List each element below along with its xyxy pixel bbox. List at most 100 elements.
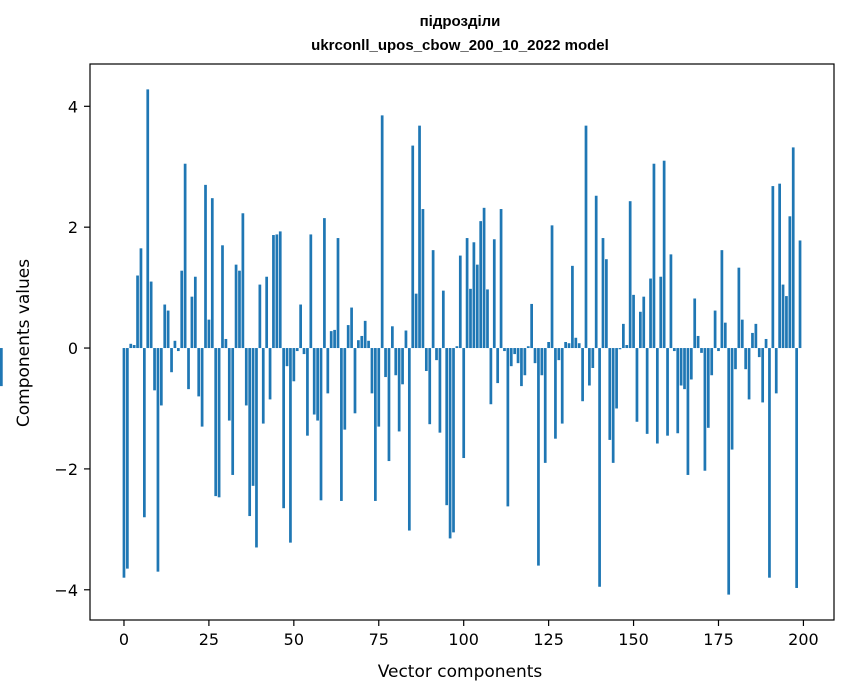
bar <box>241 213 245 349</box>
bar <box>227 348 231 421</box>
bar <box>193 276 197 349</box>
bar <box>340 348 343 501</box>
bar <box>360 335 364 349</box>
bar <box>717 348 720 352</box>
bar <box>503 348 506 352</box>
bar <box>289 348 292 543</box>
bar <box>234 264 238 349</box>
bar <box>149 281 153 349</box>
bar <box>452 348 455 533</box>
bar <box>509 348 513 367</box>
bar <box>713 310 717 349</box>
bar <box>431 250 435 349</box>
bar <box>448 348 452 539</box>
bar <box>472 242 476 349</box>
bar <box>357 340 360 349</box>
bar <box>435 348 438 361</box>
bar <box>350 307 353 349</box>
bar <box>652 163 656 349</box>
bar <box>153 348 156 391</box>
bar <box>747 348 751 400</box>
bar <box>387 348 391 462</box>
bar <box>306 348 309 436</box>
bar <box>523 348 527 376</box>
bar <box>221 245 224 349</box>
x-tick-label: 0 <box>119 630 129 649</box>
bar <box>628 201 632 349</box>
bar <box>292 348 296 382</box>
bar <box>649 278 652 349</box>
bar <box>156 348 160 572</box>
bar <box>744 348 748 370</box>
bar <box>703 348 707 471</box>
bar <box>173 340 177 349</box>
bar <box>594 195 598 349</box>
bar <box>591 348 595 368</box>
bar <box>380 115 384 349</box>
bar <box>187 348 190 390</box>
bar <box>255 348 258 548</box>
bar <box>584 125 588 349</box>
y-axis: −4 −2 0 2 4 <box>54 97 90 600</box>
bar <box>475 264 479 349</box>
bar <box>560 348 564 424</box>
bar <box>547 342 550 349</box>
bar <box>730 348 734 450</box>
bar <box>275 234 279 349</box>
bar <box>788 216 792 349</box>
bar <box>126 348 129 569</box>
bar <box>683 348 686 390</box>
bar <box>632 294 635 349</box>
bar <box>455 346 459 349</box>
bar <box>666 348 669 436</box>
bar <box>795 348 798 588</box>
bar <box>645 348 649 434</box>
bar <box>353 348 357 414</box>
bar <box>700 348 703 353</box>
bar <box>537 348 540 566</box>
bar <box>506 348 510 507</box>
bar <box>424 348 428 372</box>
x-tick-label: 50 <box>284 630 304 649</box>
bar <box>404 330 408 349</box>
bar <box>601 238 605 349</box>
chart-title: підрозділи <box>420 13 501 30</box>
bar <box>768 348 771 578</box>
bar <box>210 198 214 349</box>
bar <box>166 310 170 349</box>
bar <box>672 348 676 352</box>
bar <box>374 348 377 501</box>
x-tick-label: 150 <box>618 630 649 649</box>
y-tick-label: 4 <box>68 97 78 116</box>
bar <box>642 296 646 349</box>
bar <box>659 276 663 349</box>
bar <box>391 326 394 349</box>
bar <box>581 348 584 402</box>
bar <box>492 239 496 349</box>
bar <box>180 270 184 349</box>
bar <box>462 348 466 459</box>
bar <box>706 348 710 428</box>
bar <box>774 348 778 394</box>
bar <box>122 348 126 578</box>
bar <box>686 348 690 475</box>
bar <box>764 338 768 349</box>
bar <box>346 325 350 349</box>
bar <box>567 343 571 349</box>
bar <box>798 240 802 349</box>
y-tick-label: −4 <box>54 581 78 600</box>
bar <box>312 348 316 415</box>
bar <box>204 184 207 349</box>
bar <box>734 348 737 370</box>
bar <box>207 319 211 349</box>
bar <box>533 348 537 364</box>
bar <box>785 296 788 349</box>
bar <box>190 296 194 349</box>
bar <box>540 348 544 376</box>
bar <box>662 160 666 349</box>
x-axis: 0 25 50 75 100 125 150 175 200 <box>119 620 819 649</box>
x-tick-label: 25 <box>199 630 219 649</box>
bar <box>323 218 326 349</box>
plot-frame <box>89 63 835 621</box>
